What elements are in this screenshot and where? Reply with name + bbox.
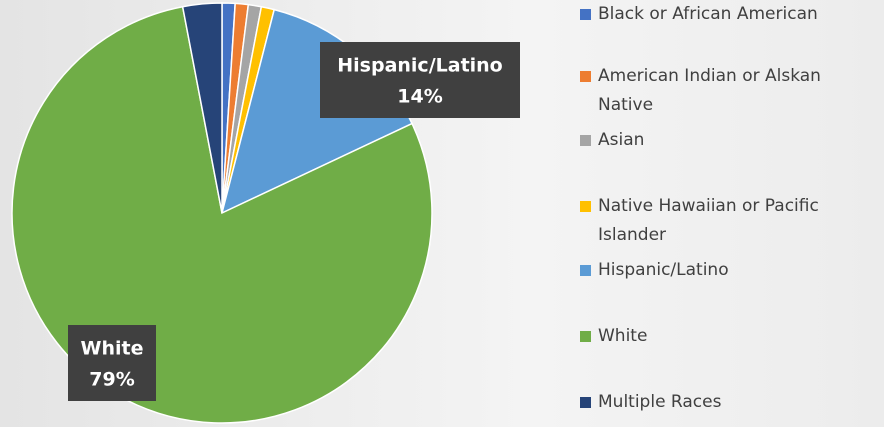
legend-label: Black or African American xyxy=(598,4,818,24)
legend-label: Native Hawaiian or Pacific Islander xyxy=(598,196,819,245)
legend-swatch xyxy=(580,201,591,212)
legend-swatch xyxy=(580,9,591,20)
data-label-category: Hispanic/Latino xyxy=(337,55,503,77)
data-label-box xyxy=(68,325,156,401)
data-label-value: 79% xyxy=(89,369,134,391)
legend-label: Multiple Races xyxy=(598,392,722,412)
legend-swatch xyxy=(580,71,591,82)
pie-slice xyxy=(181,2,223,214)
data-label-box xyxy=(320,42,520,118)
legend-swatch xyxy=(580,397,591,408)
data-label-category: White xyxy=(81,338,144,360)
legend-label: Hispanic/Latino xyxy=(598,260,729,280)
data-label-value: 14% xyxy=(397,86,442,108)
legend-label: White xyxy=(598,326,648,346)
legend-label: Asian xyxy=(598,130,645,150)
legend-swatch xyxy=(580,265,591,276)
legend-label: American Indian or Alskan Native xyxy=(598,66,821,115)
legend-swatch xyxy=(580,331,591,342)
legend-swatch xyxy=(580,135,591,146)
